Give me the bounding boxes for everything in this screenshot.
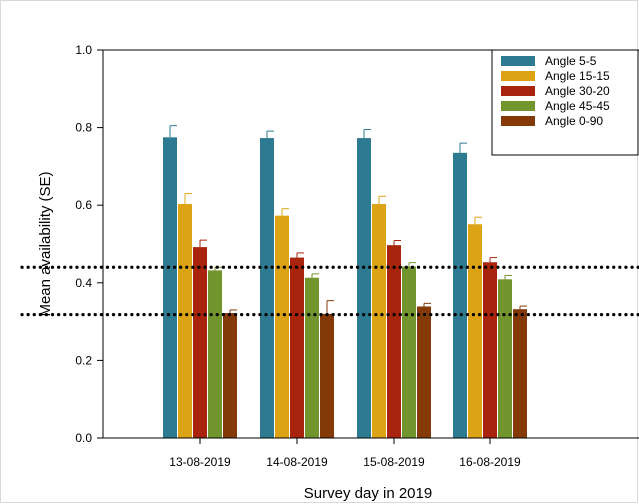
y-tick-label: 0.8 [75, 121, 92, 135]
x-ticks-layer: 13-08-2019 14-08-2019 15-08-2019 16-08-2019 [169, 438, 521, 469]
x-tick-label: 13-08-2019 [169, 455, 231, 469]
x-tick-label: 14-08-2019 [266, 455, 328, 469]
bar [483, 262, 497, 438]
bar [372, 204, 386, 438]
legend-label: Angle 0-90 [545, 114, 603, 128]
legend-swatch [501, 86, 535, 96]
bars-layer [163, 125, 527, 439]
bar [387, 245, 401, 438]
bar [357, 138, 371, 439]
bar [320, 313, 334, 438]
bar [163, 137, 177, 439]
bar [453, 152, 467, 438]
y-axis-title: Mean availability (SE) [37, 171, 54, 316]
y-tick-label: 0.0 [75, 431, 92, 445]
bar [402, 266, 416, 438]
bar [275, 215, 289, 438]
y-ticks-layer: 0.0 0.2 0.4 0.6 0.8 1.0 [75, 43, 103, 445]
legend-label: Angle 15-15 [545, 69, 610, 83]
x-axis-title: Survey day in 2019 [304, 485, 432, 502]
bar [513, 309, 527, 438]
bar [260, 138, 274, 439]
legend-swatch [501, 56, 535, 66]
y-tick-label: 0.2 [75, 353, 92, 367]
legend-swatch [501, 116, 535, 126]
legend-swatch [501, 71, 535, 81]
legend-label: Angle 30-20 [545, 84, 610, 98]
legend-swatch [501, 101, 535, 111]
y-tick-label: 0.4 [75, 276, 92, 290]
bar [208, 270, 222, 438]
bar [290, 257, 304, 438]
legend-label: Angle 45-45 [545, 99, 610, 113]
bar [178, 204, 192, 438]
bar [193, 247, 207, 438]
legend-label: Angle 5-5 [545, 54, 597, 68]
bar [305, 277, 319, 438]
bar [498, 279, 512, 438]
y-tick-label: 1.0 [75, 43, 92, 57]
y-tick-label: 0.6 [75, 198, 92, 212]
bar [417, 306, 431, 438]
bar [223, 313, 237, 438]
x-tick-label: 15-08-2019 [363, 455, 425, 469]
x-tick-label: 16-08-2019 [459, 455, 521, 469]
bar [468, 224, 482, 438]
reference-lines-layer [20, 265, 639, 317]
